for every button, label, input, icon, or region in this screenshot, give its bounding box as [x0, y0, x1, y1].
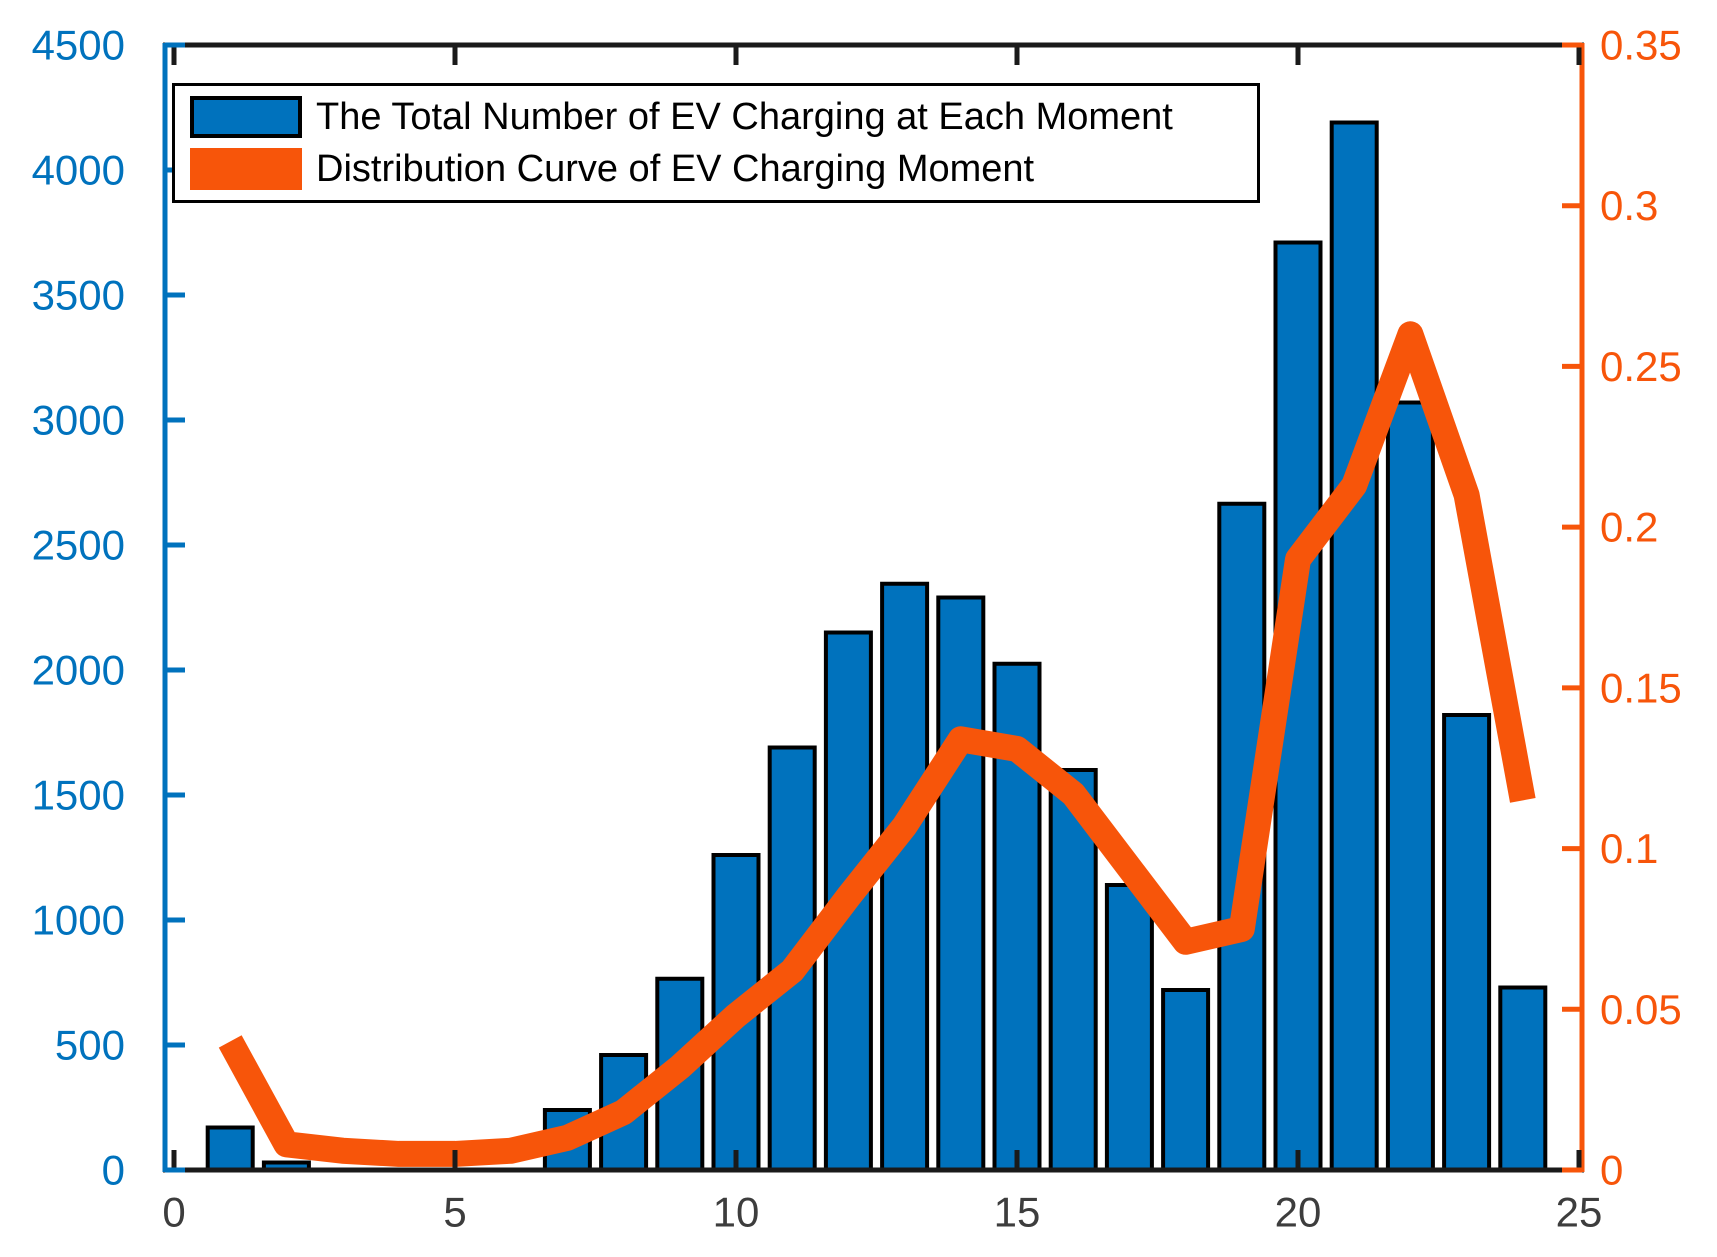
left-tick-label: 1500: [32, 772, 125, 819]
left-tick-label: 1000: [32, 897, 125, 944]
bar: [1329, 120, 1379, 1172]
bar: [1048, 768, 1098, 1172]
right-tick-label: 0.15: [1600, 664, 1682, 711]
x-tick-label: 20: [1275, 1189, 1322, 1236]
right-tick-label: 0.2: [1600, 504, 1658, 551]
bar: [1161, 988, 1211, 1172]
legend-entry-bars: The Total Number of EV Charging at Each …: [190, 96, 1257, 138]
left-tick-label: 500: [55, 1022, 125, 1069]
axes-box: [162, 42, 1585, 1173]
x-tick-label: 0: [162, 1189, 185, 1236]
x-tick-label: 5: [443, 1189, 466, 1236]
bar: [205, 1125, 255, 1172]
tick-labels: 0 5 10 15 20 25050010001500200025003000350040…: [32, 22, 1682, 1236]
right-tick-label: 0.05: [1600, 986, 1682, 1033]
left-tick-label: 0: [102, 1147, 125, 1194]
left-tick-label: 4000: [32, 147, 125, 194]
legend-line-label: Distribution Curve of EV Charging Moment: [316, 148, 1035, 190]
x-tick-label: 25: [1556, 1189, 1603, 1236]
bar: [1498, 985, 1548, 1172]
left-tick-label: 4500: [32, 22, 125, 69]
bar: [880, 581, 930, 1172]
legend-bar-swatch: [190, 96, 302, 138]
legend-entry-curve: Distribution Curve of EV Charging Moment: [190, 148, 1257, 190]
legend: The Total Number of EV Charging at Each …: [172, 83, 1260, 203]
left-tick-label: 3500: [32, 272, 125, 319]
right-tick-label: 0.1: [1600, 825, 1658, 872]
right-tick-label: 0.35: [1600, 22, 1682, 69]
left-tick-label: 2000: [32, 647, 125, 694]
x-tick-label: 10: [713, 1189, 760, 1236]
bar: [1442, 713, 1492, 1172]
bar: [1104, 883, 1154, 1172]
bar: [936, 595, 986, 1172]
x-tick-label: 15: [994, 1189, 1041, 1236]
left-tick-label: 3000: [32, 397, 125, 444]
distribution-curve: [218, 321, 1536, 1167]
bar: [1385, 400, 1435, 1172]
left-tick-label: 2500: [32, 522, 125, 569]
legend-line-swatch: [190, 148, 302, 190]
legend-bar-label: The Total Number of EV Charging at Each …: [316, 96, 1173, 138]
right-tick-label: 0.3: [1600, 182, 1658, 229]
bar-series: [205, 120, 1548, 1172]
right-tick-label: 0.25: [1600, 343, 1682, 390]
right-tick-label: 0: [1600, 1147, 1623, 1194]
